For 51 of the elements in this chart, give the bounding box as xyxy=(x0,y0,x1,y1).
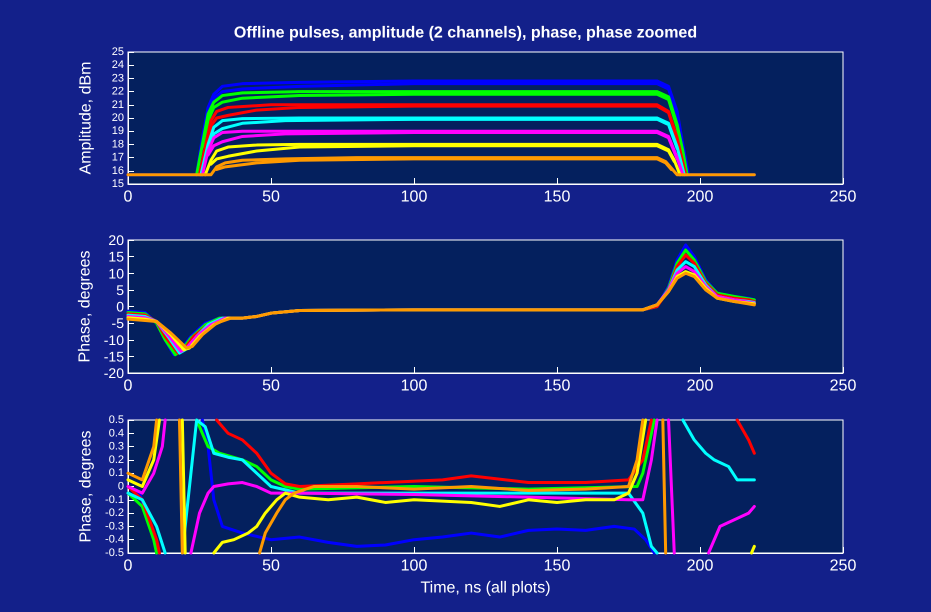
y-tick-label: -15 xyxy=(104,348,124,364)
x-tick-label: 100 xyxy=(400,558,428,574)
y-tick-label: 21 xyxy=(112,98,124,111)
y-tick-label: 0.2 xyxy=(108,454,124,466)
y-tick-label: -0.2 xyxy=(105,507,124,520)
y-tick-label: -0.5 xyxy=(105,547,124,559)
y-tick-label: 0.3 xyxy=(108,440,124,453)
x-tick-label: 150 xyxy=(544,378,570,394)
y-tick-label: 20 xyxy=(112,112,124,124)
x-tick-label: 50 xyxy=(262,188,280,206)
y-tick-label: -0.1 xyxy=(105,494,124,506)
x-tick-label: 50 xyxy=(262,378,280,394)
y-tick-label: -10 xyxy=(104,332,124,348)
x-tick-label: 100 xyxy=(400,188,428,206)
y-tick-label: -5 xyxy=(112,315,124,332)
y-tick-label: 19 xyxy=(112,125,124,138)
y-axis-title: Amplitude, dBm xyxy=(78,62,94,174)
chart-title: Offline pulses, amplitude (2 channels), phase, phase zoomed xyxy=(234,24,698,42)
y-tick-label: 0.1 xyxy=(108,467,124,480)
y-tick-label: 16 xyxy=(112,164,124,177)
x-axis-title: Time, ns (all plots) xyxy=(420,580,551,596)
y-tick-label: 17 xyxy=(112,152,124,164)
y-tick-label: 25 xyxy=(112,46,124,58)
x-tick-label: 250 xyxy=(830,558,856,574)
y-tick-label: 24 xyxy=(112,59,124,72)
x-tick-label: 100 xyxy=(400,378,428,394)
y-axis-title: Phase, degrees xyxy=(76,250,94,363)
x-tick-label: 250 xyxy=(830,188,856,206)
y-tick-label: -20 xyxy=(104,365,124,381)
y-tick-label: 0.4 xyxy=(108,427,124,440)
y-tick-label: -0.3 xyxy=(105,520,124,532)
x-tick-label: 200 xyxy=(686,558,714,574)
y-tick-label: 0 xyxy=(118,480,124,492)
y-axis-title: Phase, degrees xyxy=(78,430,94,543)
y-tick-label: 22 xyxy=(112,86,124,98)
y-tick-label: 23 xyxy=(112,72,124,84)
x-tick-label: 200 xyxy=(686,188,714,206)
y-tick-label: 0 xyxy=(116,298,124,314)
y-tick-label: 15 xyxy=(108,248,124,265)
x-tick-label: 50 xyxy=(262,558,280,574)
y-tick-label: 20 xyxy=(108,232,124,248)
y-tick-label: 5 xyxy=(116,282,124,298)
y-tick-label: 15 xyxy=(112,178,124,190)
x-tick-label: 150 xyxy=(544,558,570,574)
x-tick-label: 200 xyxy=(686,378,714,394)
y-tick-label: 10 xyxy=(108,265,124,282)
y-tick-label: 18 xyxy=(112,138,124,150)
x-tick-label: 150 xyxy=(544,188,570,206)
y-tick-label: -0.4 xyxy=(105,534,124,546)
x-tick-label: 250 xyxy=(830,378,856,394)
y-tick-label: 0.5 xyxy=(108,414,124,426)
